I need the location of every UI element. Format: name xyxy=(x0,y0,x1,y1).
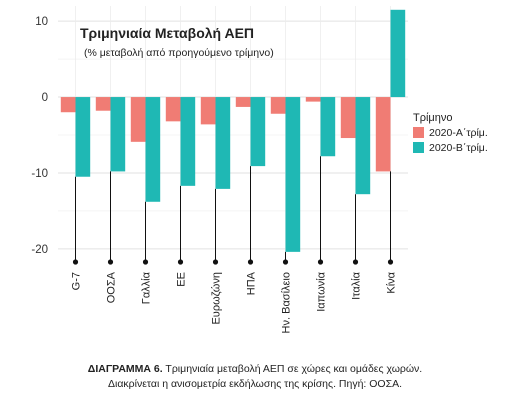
caption-line-2: Διακρίνεται η ανισομετρία εκδήλωσης της … xyxy=(107,378,403,390)
bar-q2 xyxy=(180,97,196,186)
bars xyxy=(60,9,406,252)
chart-subtitle: (% μεταβολή από προηγούμενο τρίμηνο) xyxy=(84,47,274,59)
bar-q1 xyxy=(200,97,216,125)
caption-text-1: Τριμηνιαία μεταβολή ΑΕΠ σε χώρες και ομά… xyxy=(165,363,423,375)
bar-q2 xyxy=(390,9,406,98)
bar-q2 xyxy=(110,97,126,172)
legend-swatch-q1 xyxy=(413,127,424,138)
caption-label: ΔΙΑΓΡΑΜΜΑ 6. xyxy=(87,363,163,375)
x-tick-label: Ιταλία xyxy=(351,271,363,300)
bar-q1 xyxy=(130,97,146,142)
bar-q1 xyxy=(375,97,391,172)
bar-q2 xyxy=(355,97,371,195)
x-tick-label: Ευρωζώνη xyxy=(211,272,223,325)
x-tick-label: ΟΟΣΑ xyxy=(106,271,118,303)
bar-q1 xyxy=(165,97,181,122)
bar-q1 xyxy=(235,97,251,107)
category-stem-dot xyxy=(282,259,289,265)
category-stem-dot xyxy=(247,259,254,265)
category-stem-dot xyxy=(72,259,79,265)
x-tick-label: Κίνα xyxy=(386,271,398,293)
x-axis-labels: G-7 ΟΟΣΑ Γαλλία ΕΕ Ευρωζώνη ΗΠΑ Ην. Βασίλειο Ια… xyxy=(71,271,398,333)
bar-q1 xyxy=(95,97,111,111)
y-tick-label: -10 xyxy=(31,168,48,180)
bar-q1 xyxy=(60,97,76,113)
x-tick-label: Ιαπωνία xyxy=(316,271,328,311)
y-axis: -20 -10 0 10 xyxy=(31,16,48,256)
x-tick-label: Ην. Βασίλειο xyxy=(281,272,293,333)
legend-label-q1: 2020-Α΄τρίμ. xyxy=(429,127,488,139)
category-stem-dot xyxy=(212,259,219,265)
y-tick-label: 10 xyxy=(35,16,48,28)
bar-q2 xyxy=(285,97,301,252)
bar-q2 xyxy=(250,97,266,167)
chart-title: Τριμηνιαία Μεταβολή ΑΕΠ xyxy=(80,25,254,41)
figure-caption: ΔΙΑΓΡΑΜΜΑ 6. Τριμηνιαία μεταβολή ΑΕΠ σε … xyxy=(0,362,510,392)
bar-q2 xyxy=(320,97,336,157)
y-tick-label: 0 xyxy=(42,92,48,104)
bar-q2 xyxy=(215,97,231,189)
x-tick-label: G-7 xyxy=(71,272,83,290)
legend: Τρίμηνο 2020-Α΄τρίμ. 2020-Β΄τρίμ. xyxy=(413,112,488,154)
x-tick-label: ΗΠΑ xyxy=(246,271,258,295)
x-tick-label: Γαλλία xyxy=(141,271,153,304)
caption-line-1: ΔΙΑΓΡΑΜΜΑ 6. Τριμηνιαία μεταβολή ΑΕΠ σε … xyxy=(0,362,510,377)
gdp-chart: -20 -10 0 10 G-7 ΟΟΣΑ Γαλλία ΕΕ Ευρωζώνη ΗΠΑ Ην. … xyxy=(31,6,488,333)
bar-q1 xyxy=(305,97,321,102)
legend-swatch-q2 xyxy=(413,142,424,153)
bar-q2 xyxy=(145,97,161,202)
category-stem-dot xyxy=(142,259,149,265)
category-stem-dot xyxy=(352,259,359,265)
bar-q2 xyxy=(75,97,91,177)
category-stem-dot xyxy=(177,259,184,265)
legend-title: Τρίμηνο xyxy=(413,112,453,124)
category-stem-dot xyxy=(317,259,324,265)
x-tick-label: ΕΕ xyxy=(176,272,188,287)
bar-q1 xyxy=(340,97,356,139)
category-stem-dot xyxy=(107,259,114,265)
y-tick-label: -20 xyxy=(31,244,48,256)
bar-q1 xyxy=(270,97,286,114)
category-stem-dot xyxy=(387,259,394,265)
category-stems xyxy=(72,156,394,265)
legend-label-q2: 2020-Β΄τρίμ. xyxy=(429,142,488,154)
